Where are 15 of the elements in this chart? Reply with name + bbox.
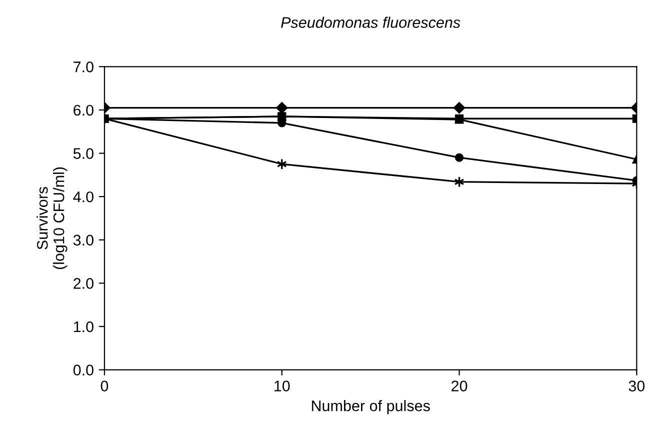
x-tick-label: 10 <box>274 380 290 392</box>
y-tick-label: 7.0 <box>74 62 94 72</box>
x-tick-label: 0 <box>100 380 108 392</box>
x-tick-label: 20 <box>452 380 468 392</box>
y-tick-label: 0.0 <box>73 364 94 376</box>
y-axis-title: Survivors (log10 CFU/ml) <box>36 167 68 270</box>
y-tick-label: 4.0 <box>73 191 94 202</box>
y-tick-label: 3.0 <box>73 234 94 246</box>
y-tick-label: 6.0 <box>74 104 94 116</box>
x-tick-label: 30 <box>628 380 645 392</box>
y-tick-label: 1.0 <box>74 321 94 332</box>
x-axis-title: Number of pulses <box>312 400 430 414</box>
y-tick-label: 5.0 <box>73 148 94 159</box>
chart-title: Pseudomonas fluorescens <box>281 16 460 28</box>
y-tick-label: 2.0 <box>74 278 94 289</box>
